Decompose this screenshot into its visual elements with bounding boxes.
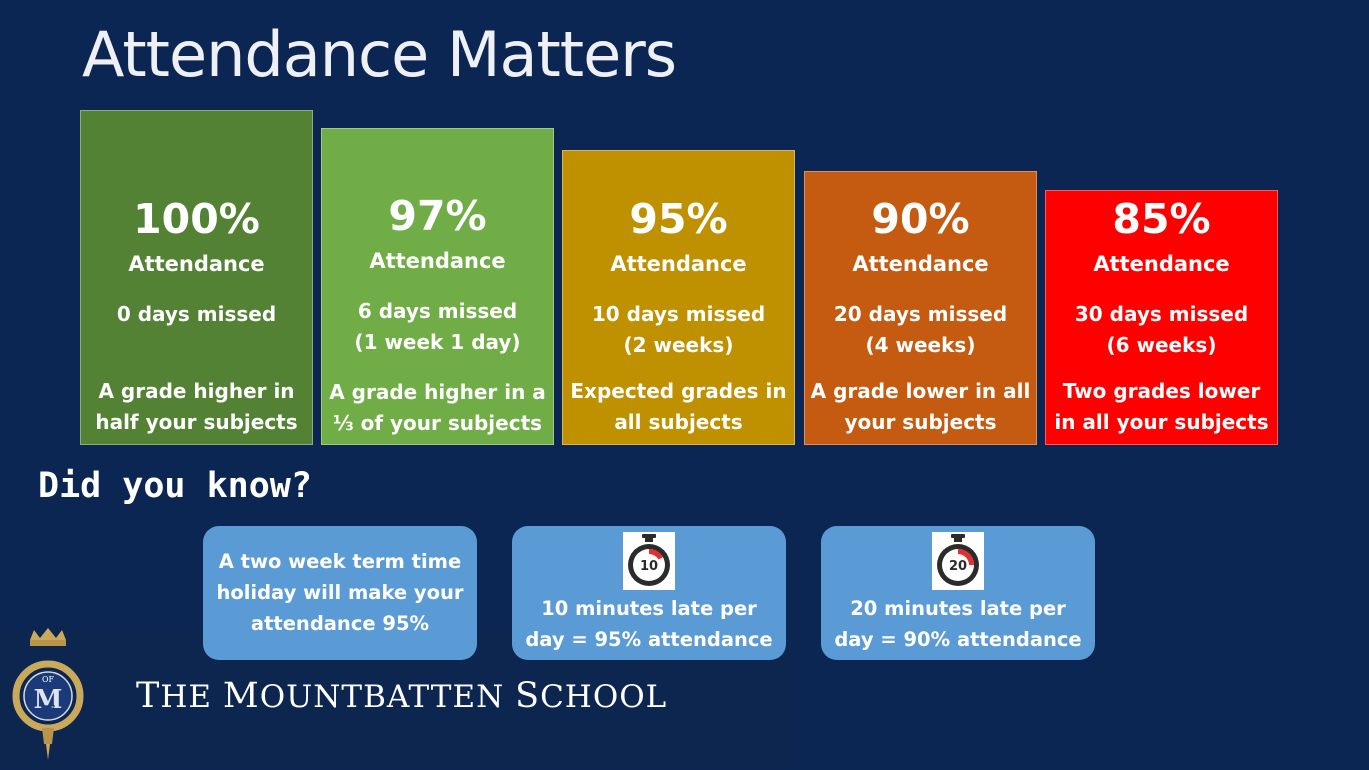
card-effect: Two grades lower in all your subjects [1046, 376, 1277, 438]
card-percent: 85% [1112, 195, 1211, 243]
stopwatch-value: 20 [949, 559, 967, 574]
card-days-missed: 10 days missed [591, 302, 766, 326]
did-you-know-heading: Did you know? [38, 466, 312, 506]
card-label: Attendance [1093, 252, 1230, 276]
card-percent: 90% [871, 195, 970, 243]
card-label: Attendance [128, 252, 265, 276]
school-crest-icon: OF M B [12, 626, 84, 766]
attendance-card-95: 95% Attendance 10 days missed (2 weeks) … [562, 150, 795, 445]
card-days-missed: 30 days missed [1074, 302, 1249, 326]
card-effect-line1: A grade lower in all [810, 379, 1031, 403]
fact-line1: 10 minutes late per [541, 597, 757, 620]
card-days-missed-weeks: (2 weeks) [623, 333, 734, 357]
school-name: THE MOUNTBATTEN SCHOOL [136, 676, 667, 716]
fact-line1: A two week term time [218, 550, 462, 573]
card-effect: A grade lower in all your subjects [805, 376, 1036, 438]
stopwatch-icon: 20 [932, 532, 984, 590]
card-effect: A grade higher in half your subjects [81, 376, 312, 438]
school-name-part: OUNTBATTEN [259, 679, 516, 715]
attendance-card-90: 90% Attendance 20 days missed (4 weeks) … [804, 171, 1037, 445]
card-effect-line2: half your subjects [95, 410, 298, 434]
school-name-letter: T [136, 676, 161, 716]
crest-initials-main: M [34, 685, 63, 715]
school-name-part: HE [160, 679, 223, 715]
card-effect: Expected grades in all subjects [563, 376, 794, 438]
attendance-card-97: 97% Attendance 6 days missed (1 week 1 d… [321, 128, 554, 445]
stopwatch-icon: 10 [623, 532, 675, 590]
card-effect: A grade higher in a ⅓ of your subjects [322, 377, 553, 439]
school-name-letter: M [222, 676, 260, 716]
card-percent: 95% [629, 195, 728, 243]
card-label: Attendance [369, 249, 506, 273]
card-days-missed: 20 days missed [833, 302, 1008, 326]
card-effect-line1: Expected grades in [570, 379, 787, 403]
card-effect-line1: Two grades lower [1062, 379, 1261, 403]
page-title: Attendance Matters [82, 18, 677, 91]
card-percent: 97% [388, 192, 487, 240]
school-name-part: CHOOL [540, 679, 668, 715]
fact-line2: day = 90% attendance [834, 628, 1082, 651]
fact-line2: holiday will make your [216, 581, 464, 604]
card-days-missed-weeks: (6 weeks) [1106, 333, 1217, 357]
crest-initials-top: OF [42, 675, 55, 684]
fact-line2: day = 95% attendance [525, 628, 773, 651]
card-days-missed: 0 days missed [116, 302, 277, 326]
stopwatch-value: 10 [640, 559, 658, 574]
fact-line1: 20 minutes late per [850, 597, 1066, 620]
attendance-card-100: 100% Attendance 0 days missed A grade hi… [80, 110, 313, 445]
card-effect-line2: ⅓ of your subjects [332, 411, 543, 435]
card-effect-line2: all subjects [614, 410, 743, 434]
card-label: Attendance [610, 252, 747, 276]
attendance-card-85: 85% Attendance 30 days missed (6 weeks) … [1045, 190, 1278, 445]
card-days-missed: 6 days missed [357, 299, 518, 323]
crest-initials-small: B [48, 704, 55, 715]
card-effect-line1: A grade higher in a [329, 380, 546, 404]
card-percent: 100% [133, 195, 260, 243]
fact-line3: attendance 95% [250, 612, 430, 635]
card-effect-line2: in all your subjects [1054, 410, 1269, 434]
fact-box-holiday: A two week term time holiday will make y… [203, 526, 477, 660]
fact-box-20-minutes: 20 20 minutes late per day = 90% attenda… [821, 526, 1095, 660]
card-effect-line1: A grade higher in [98, 379, 295, 403]
fact-box-10-minutes: 10 10 minutes late per day = 95% attenda… [512, 526, 786, 660]
card-effect-line2: your subjects [844, 410, 997, 434]
school-name-letter: S [515, 676, 541, 716]
card-days-missed-weeks: (1 week 1 day) [354, 330, 521, 354]
card-label: Attendance [852, 252, 989, 276]
card-days-missed-weeks: (4 weeks) [865, 333, 976, 357]
